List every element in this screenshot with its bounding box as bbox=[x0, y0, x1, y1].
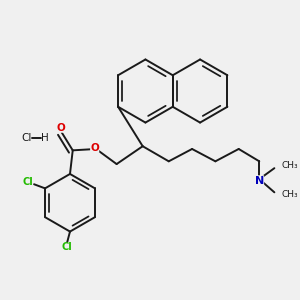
Text: Cl: Cl bbox=[23, 177, 33, 187]
Text: N: N bbox=[255, 176, 264, 185]
Text: O: O bbox=[56, 123, 65, 133]
Text: O: O bbox=[90, 142, 99, 153]
Text: CH₃: CH₃ bbox=[281, 161, 298, 170]
Text: Cl: Cl bbox=[62, 242, 73, 253]
Text: CH₃: CH₃ bbox=[281, 190, 298, 199]
Text: H: H bbox=[41, 133, 49, 143]
Text: Cl: Cl bbox=[21, 133, 31, 143]
